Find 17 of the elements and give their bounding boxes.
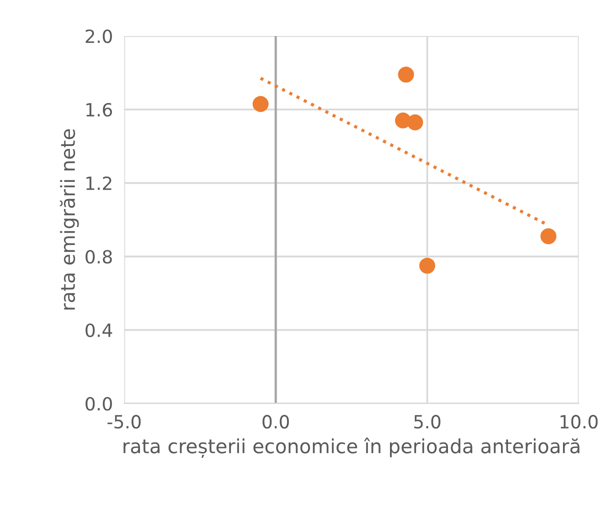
point [540,228,556,244]
y-tick-label: 2.0 [86,29,112,44]
y-tick-label: 1.6 [86,102,112,117]
y-tick-label: 0.4 [86,323,112,338]
x-tick-label: 5.0 [414,414,440,429]
point [252,96,269,112]
point [419,258,436,274]
point [407,114,424,130]
y-tick-label: 0.8 [86,250,112,264]
x-tick-label: 10.0 [560,414,598,429]
y-tick-label: 0.0 [86,396,112,411]
y-axis-title: rata emigrării nete [60,129,79,310]
point [398,66,414,83]
x-axis-title: rata creșterii economice în perioada anterioară [124,438,580,458]
x-tick-label: 0.0 [262,414,289,429]
y-tick-label: 1.2 [86,176,112,190]
x-tick-label: -5.0 [108,414,141,429]
